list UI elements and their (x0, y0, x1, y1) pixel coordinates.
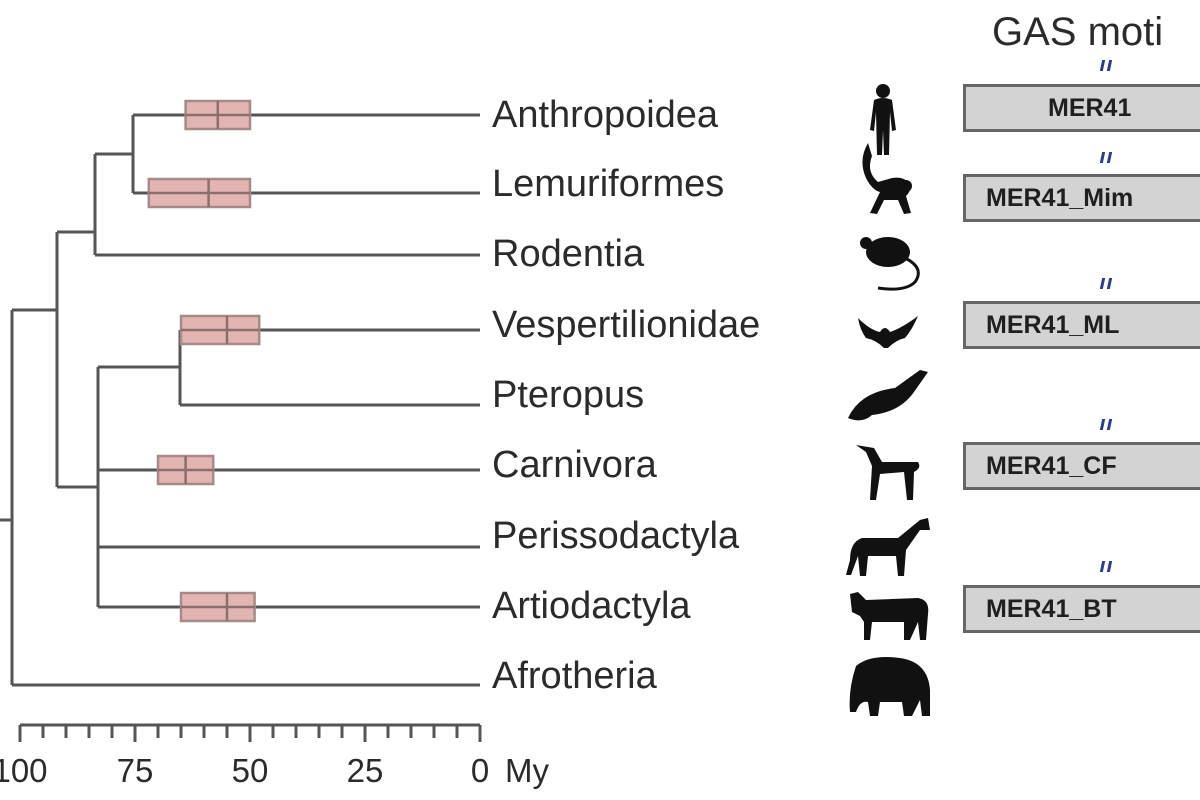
element-box-mer41-bt: MER41_BT (963, 585, 1200, 633)
taxon-label-perissodactyla: Perissodactyla (492, 515, 740, 557)
time-axis: 100 75 50 25 0 (0, 723, 489, 789)
dog-silhouette-icon (856, 445, 920, 500)
divergence-ci-boxes (147, 99, 261, 623)
human-silhouette-icon (870, 84, 896, 155)
gas-motif-header: GAS moti (992, 10, 1164, 54)
axis-tick-label: 75 (117, 752, 154, 789)
mouse-silhouette-icon (860, 237, 920, 291)
gas-motif-mark-icon (1097, 152, 1117, 164)
element-box-mer41-mim: MER41_Mim (963, 174, 1200, 222)
axis-tick-label: 100 (0, 752, 48, 789)
taxon-label-lemuriformes: Lemuriformes (492, 163, 724, 205)
taxon-label-anthropoidea: Anthropoidea (492, 94, 719, 136)
element-box-mer41-cf: MER41_CF (963, 442, 1200, 490)
element-label: MER41_ML (986, 311, 1120, 339)
small-bat-silhouette-icon (858, 316, 918, 348)
taxon-labels: Anthropoidea Lemuriformes Rodentia Vespe… (492, 94, 760, 697)
element-box-mer41-ml: MER41_ML (963, 301, 1200, 349)
gas-motif-mark-icon (1097, 60, 1117, 72)
axis-tick-label: 0 (471, 752, 489, 789)
elephant-silhouette-icon (849, 657, 930, 716)
horse-silhouette-icon (846, 518, 930, 576)
element-label: MER41_Mim (986, 184, 1134, 212)
taxon-label-afrotheria: Afrotheria (492, 655, 658, 697)
element-label: MER41 (1048, 94, 1132, 122)
gas-motif-mark-icon (1097, 278, 1117, 290)
taxon-label-carnivora: Carnivora (492, 444, 658, 486)
taxon-label-rodentia: Rodentia (492, 233, 645, 275)
lemur-silhouette-icon (862, 143, 912, 214)
time-axis-unit: My (505, 752, 549, 789)
taxon-label-artiodactyla: Artiodactyla (492, 585, 691, 627)
axis-tick-label: 50 (232, 752, 269, 789)
gas-motif-mark-icon (1097, 561, 1117, 573)
cow-silhouette-icon (850, 592, 929, 640)
element-box-mer41: MER41 (963, 84, 1200, 132)
element-label: MER41_CF (986, 452, 1117, 480)
element-label: MER41_BT (986, 595, 1117, 623)
gas-motif-mark-icon (1097, 419, 1117, 431)
fruit-bat-silhouette-icon (848, 370, 928, 421)
axis-tick-label: 25 (347, 752, 384, 789)
taxon-label-vespertilionidae: Vespertilionidae (492, 304, 760, 346)
taxon-label-pteropus: Pteropus (492, 374, 644, 416)
silhouettes (846, 84, 930, 716)
